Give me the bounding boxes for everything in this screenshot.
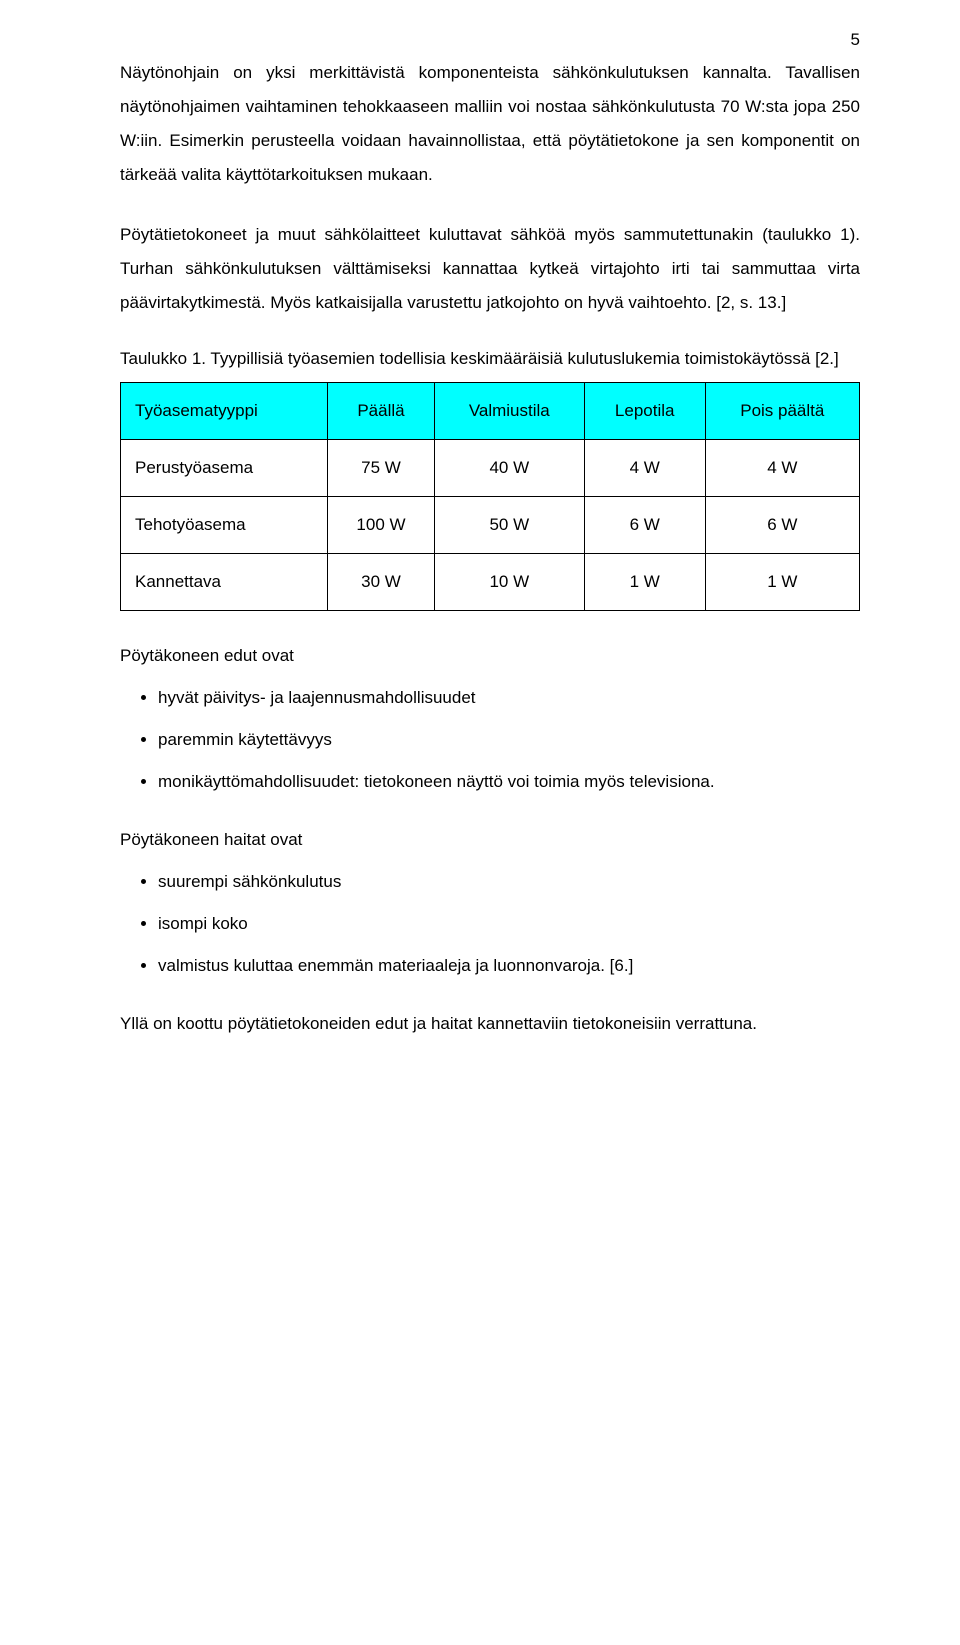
cell-sleep: 6 W (584, 496, 705, 553)
paragraph-2: Pöytätietokoneet ja muut sähkölaitteet k… (120, 218, 860, 320)
cell-type: Tehotyöasema (121, 496, 328, 553)
table-header: Työasematyyppi Päällä Valmiustila Lepoti… (121, 382, 860, 439)
paragraph-1: Näytönohjain on yksi merkittävistä kompo… (120, 56, 860, 192)
col-off: Pois päältä (705, 382, 859, 439)
closing-paragraph: Yllä on koottu pöytätietokoneiden edut j… (120, 1007, 860, 1041)
table-row: Tehotyöasema 100 W 50 W 6 W 6 W (121, 496, 860, 553)
cell-type: Perustyöasema (121, 439, 328, 496)
cell-standby: 50 W (434, 496, 584, 553)
page-number: 5 (851, 30, 860, 50)
advantages-list: hyvät päivitys- ja laajennusmahdollisuud… (120, 681, 860, 799)
disadvantages-list: suurempi sähkönkulutus isompi koko valmi… (120, 865, 860, 983)
cell-off: 6 W (705, 496, 859, 553)
cell-type: Kannettava (121, 553, 328, 610)
advantages-heading: Pöytäkoneen edut ovat (120, 639, 860, 673)
cell-on: 30 W (328, 553, 435, 610)
cell-standby: 40 W (434, 439, 584, 496)
cell-sleep: 4 W (584, 439, 705, 496)
list-item: hyvät päivitys- ja laajennusmahdollisuud… (158, 681, 860, 715)
list-item: paremmin käytettävyys (158, 723, 860, 757)
table-row: Kannettava 30 W 10 W 1 W 1 W (121, 553, 860, 610)
list-item: monikäyttömahdollisuudet: tietokoneen nä… (158, 765, 860, 799)
power-consumption-table: Työasematyyppi Päällä Valmiustila Lepoti… (120, 382, 860, 611)
table-caption: Taulukko 1. Tyypillisiä työasemien todel… (120, 346, 860, 372)
list-item: suurempi sähkönkulutus (158, 865, 860, 899)
table-row: Perustyöasema 75 W 40 W 4 W 4 W (121, 439, 860, 496)
cell-off: 4 W (705, 439, 859, 496)
cell-off: 1 W (705, 553, 859, 610)
document-page: 5 Näytönohjain on yksi merkittävistä kom… (0, 0, 960, 1645)
list-item: isompi koko (158, 907, 860, 941)
col-type: Työasematyyppi (121, 382, 328, 439)
table-body: Perustyöasema 75 W 40 W 4 W 4 W Tehotyöa… (121, 439, 860, 610)
col-standby: Valmiustila (434, 382, 584, 439)
table-header-row: Työasematyyppi Päällä Valmiustila Lepoti… (121, 382, 860, 439)
disadvantages-heading: Pöytäkoneen haitat ovat (120, 823, 860, 857)
list-item: valmistus kuluttaa enemmän materiaaleja … (158, 949, 860, 983)
cell-standby: 10 W (434, 553, 584, 610)
col-on: Päällä (328, 382, 435, 439)
col-sleep: Lepotila (584, 382, 705, 439)
cell-sleep: 1 W (584, 553, 705, 610)
cell-on: 100 W (328, 496, 435, 553)
cell-on: 75 W (328, 439, 435, 496)
